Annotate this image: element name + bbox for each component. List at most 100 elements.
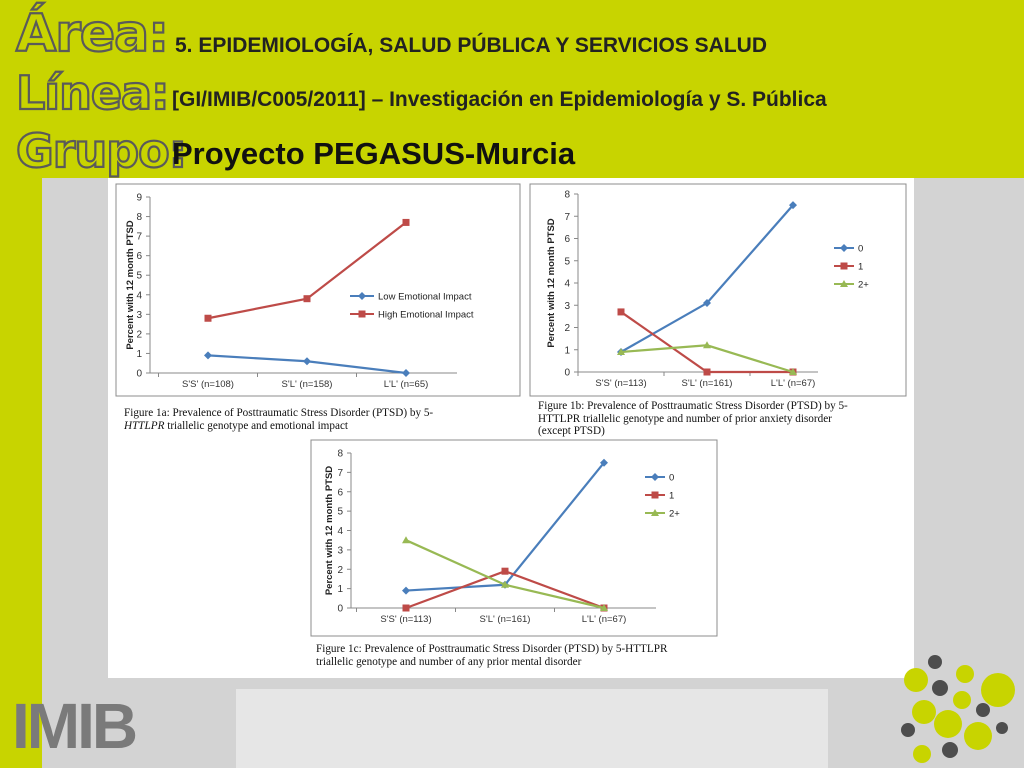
chart-3-legend-label-1: 0 bbox=[669, 473, 674, 484]
chart-2-legend-label-1: 0 bbox=[858, 244, 863, 255]
caption-1c-line2: triallelic genotype and number of any pr… bbox=[316, 655, 582, 668]
chart-2-series-1-point bbox=[789, 201, 797, 210]
chart-1-x-tick-label: S'S' (n=108) bbox=[182, 379, 234, 390]
chart-1-x-tick-label: L'L' (n=65) bbox=[384, 379, 429, 390]
grupo-label: Grupo: bbox=[15, 124, 188, 178]
chart-3-legend-label-3: 2+ bbox=[669, 509, 680, 520]
caption-1b-line3: (except PTSD) bbox=[538, 425, 605, 437]
chart-1-legend-label-2: High Emotional Impact bbox=[378, 310, 474, 321]
chart-2-y-tick-label: 2 bbox=[564, 323, 570, 334]
caption-1a-rest: triallelic genotype and emotional impact bbox=[164, 419, 349, 432]
chart-1-y-tick-label: 4 bbox=[136, 290, 142, 301]
chart-3-x-tick-label: L'L' (n=67) bbox=[582, 614, 627, 625]
chart-1-y-tick-label: 0 bbox=[136, 369, 142, 380]
chart-3-series-2-point bbox=[402, 604, 410, 612]
chart-3-y-tick-label: 5 bbox=[337, 507, 343, 518]
chart-3-y-tick-label: 2 bbox=[337, 565, 343, 576]
chart-3-series-1-point bbox=[402, 586, 410, 595]
chart-3-legend-label-2: 1 bbox=[669, 491, 674, 502]
chart-1-y-axis-label: Percent with 12 month PTSD bbox=[125, 220, 136, 349]
imib-logo: IMIB bbox=[12, 690, 138, 762]
chart-2-series-3-point bbox=[789, 368, 797, 375]
chart-3-y-tick-label: 0 bbox=[337, 604, 343, 615]
linea-label: Línea: bbox=[15, 66, 171, 120]
chart-2-legend-label-3: 2+ bbox=[858, 280, 869, 291]
chart-3-y-tick-label: 8 bbox=[337, 449, 343, 460]
chart-2-x-tick-label: S'S' (n=113) bbox=[595, 378, 646, 389]
chart-2-y-tick-label: 8 bbox=[564, 190, 570, 201]
chart-2-x-tick-label: S'L' (n=161) bbox=[682, 378, 733, 389]
chart-1-y-tick-label: 1 bbox=[136, 349, 142, 360]
chart-2-x-tick-label: L'L' (n=67) bbox=[771, 378, 816, 389]
chart-3-y-tick-label: 6 bbox=[337, 487, 343, 498]
chart-2-y-tick-label: 5 bbox=[564, 256, 570, 267]
chart-1-legend-label-1: Low Emotional Impact bbox=[378, 292, 472, 303]
chart-3-y-tick-label: 1 bbox=[337, 584, 343, 595]
caption-1c-line1: Figure 1c: Prevalence of Posttraumatic S… bbox=[316, 643, 668, 655]
left-sidebar-band bbox=[0, 178, 42, 768]
chart-2-series-2-point bbox=[703, 368, 711, 376]
chart-2-series-3-point bbox=[617, 347, 625, 355]
chart-2-series-1-point bbox=[703, 299, 711, 308]
chart-3-series-3-point bbox=[600, 604, 608, 611]
chart-2-y-tick-label: 0 bbox=[564, 368, 570, 379]
caption-1a-italic: HTTLPR bbox=[124, 419, 165, 432]
chart-1-x-tick-label: S'L' (n=158) bbox=[282, 379, 333, 390]
chart-2-legend-marker-3 bbox=[840, 280, 848, 287]
chart-1-y-tick-label: 2 bbox=[136, 329, 142, 340]
chart-3-y-tick-label: 7 bbox=[337, 468, 343, 479]
area-label: Área: bbox=[15, 4, 170, 64]
chart-2-y-tick-label: 6 bbox=[564, 234, 570, 245]
chart-1-y-tick-label: 5 bbox=[136, 271, 142, 282]
chart-1-series-2-point bbox=[402, 218, 410, 226]
chart-3-x-tick-label: S'S' (n=113) bbox=[380, 614, 431, 625]
chart-1-y-tick-label: 7 bbox=[136, 232, 142, 243]
caption-figure-1c: Figure 1c: Prevalence of Posttraumatic S… bbox=[316, 643, 716, 668]
chart-3-series-3-point bbox=[501, 580, 509, 588]
dots-logo-icon bbox=[901, 655, 1015, 763]
chart-1-y-tick-label: 9 bbox=[136, 193, 142, 204]
chart-2-legend-marker-1 bbox=[840, 244, 848, 252]
chart-1-series-2-point bbox=[303, 295, 311, 303]
chart-2-y-tick-label: 7 bbox=[564, 212, 570, 223]
chart-3-series-3-point bbox=[402, 536, 410, 544]
chart-1-y-tick-label: 3 bbox=[136, 310, 142, 321]
chart-3-legend-marker-1 bbox=[651, 473, 659, 481]
chart-1-series-2-point bbox=[204, 314, 212, 322]
linea-title: [GI/IMIB/C005/2011] – Investigación en E… bbox=[172, 88, 827, 111]
caption-1a-line1: Figure 1a: Prevalence of Posttraumatic S… bbox=[124, 407, 434, 419]
chart-1-series-1-point bbox=[204, 351, 212, 360]
area-title: 5. EPIDEMIOLOGÍA, SALUD PÚBLICA Y SERVIC… bbox=[175, 34, 767, 57]
caption-1b-line1: Figure 1b: Prevalence of Posttraumatic S… bbox=[538, 400, 848, 412]
chart-2-y-axis-label: Percent with 12 month PTSD bbox=[546, 218, 557, 347]
chart-1-series-1-point bbox=[303, 357, 311, 366]
chart-3-y-axis-label: Percent with 12 month PTSD bbox=[324, 466, 335, 595]
chart-3-frame bbox=[310, 439, 718, 637]
chart-1-legend-marker-1 bbox=[358, 292, 366, 300]
chart-2-series-2-point bbox=[617, 308, 625, 316]
chart-3-series-1-point bbox=[600, 458, 608, 467]
footer-box bbox=[236, 689, 828, 768]
header-band bbox=[0, 0, 1024, 178]
caption-1b-line2: HTTLPR triallelic genotype and number of… bbox=[538, 412, 832, 425]
chart-1-y-tick-label: 6 bbox=[136, 251, 142, 262]
chart-1-y-tick-label: 8 bbox=[136, 212, 142, 223]
chart-2-legend-label-2: 1 bbox=[858, 262, 863, 273]
chart-2-y-tick-label: 1 bbox=[564, 345, 570, 356]
chart-2-series-3-point bbox=[703, 341, 711, 349]
chart-1-series-1-point bbox=[402, 369, 410, 377]
caption-figure-1a: Figure 1a: Prevalence of Posttraumatic S… bbox=[124, 407, 514, 432]
chart-2-y-tick-label: 3 bbox=[564, 301, 570, 312]
chart-3-y-tick-label: 4 bbox=[337, 526, 343, 537]
caption-figure-1b: Figure 1b: Prevalence of Posttraumatic S… bbox=[538, 400, 910, 438]
grupo-title: Proyecto PEGASUS-Murcia bbox=[172, 136, 576, 171]
chart-3-x-tick-label: S'L' (n=161) bbox=[480, 614, 531, 625]
chart-2-y-tick-label: 4 bbox=[564, 279, 570, 290]
chart-3-legend-marker-2 bbox=[651, 491, 659, 499]
chart-1-legend-marker-2 bbox=[358, 310, 366, 318]
chart-2-legend-marker-2 bbox=[840, 262, 848, 270]
chart-3-y-tick-label: 3 bbox=[337, 545, 343, 556]
chart-3-legend-marker-3 bbox=[651, 509, 659, 516]
chart-3-series-2-point bbox=[501, 567, 509, 575]
